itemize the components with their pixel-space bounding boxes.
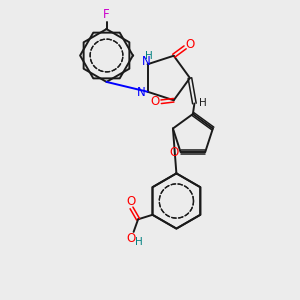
Text: N: N (142, 55, 150, 68)
Text: F: F (103, 8, 110, 22)
Text: H: H (135, 237, 143, 248)
Text: H: H (145, 51, 153, 61)
Text: O: O (186, 38, 195, 51)
Text: O: O (151, 95, 160, 108)
Text: O: O (169, 146, 178, 159)
Text: O: O (127, 232, 136, 245)
Text: N: N (136, 86, 145, 100)
Text: H: H (199, 98, 207, 108)
Text: O: O (127, 195, 136, 208)
